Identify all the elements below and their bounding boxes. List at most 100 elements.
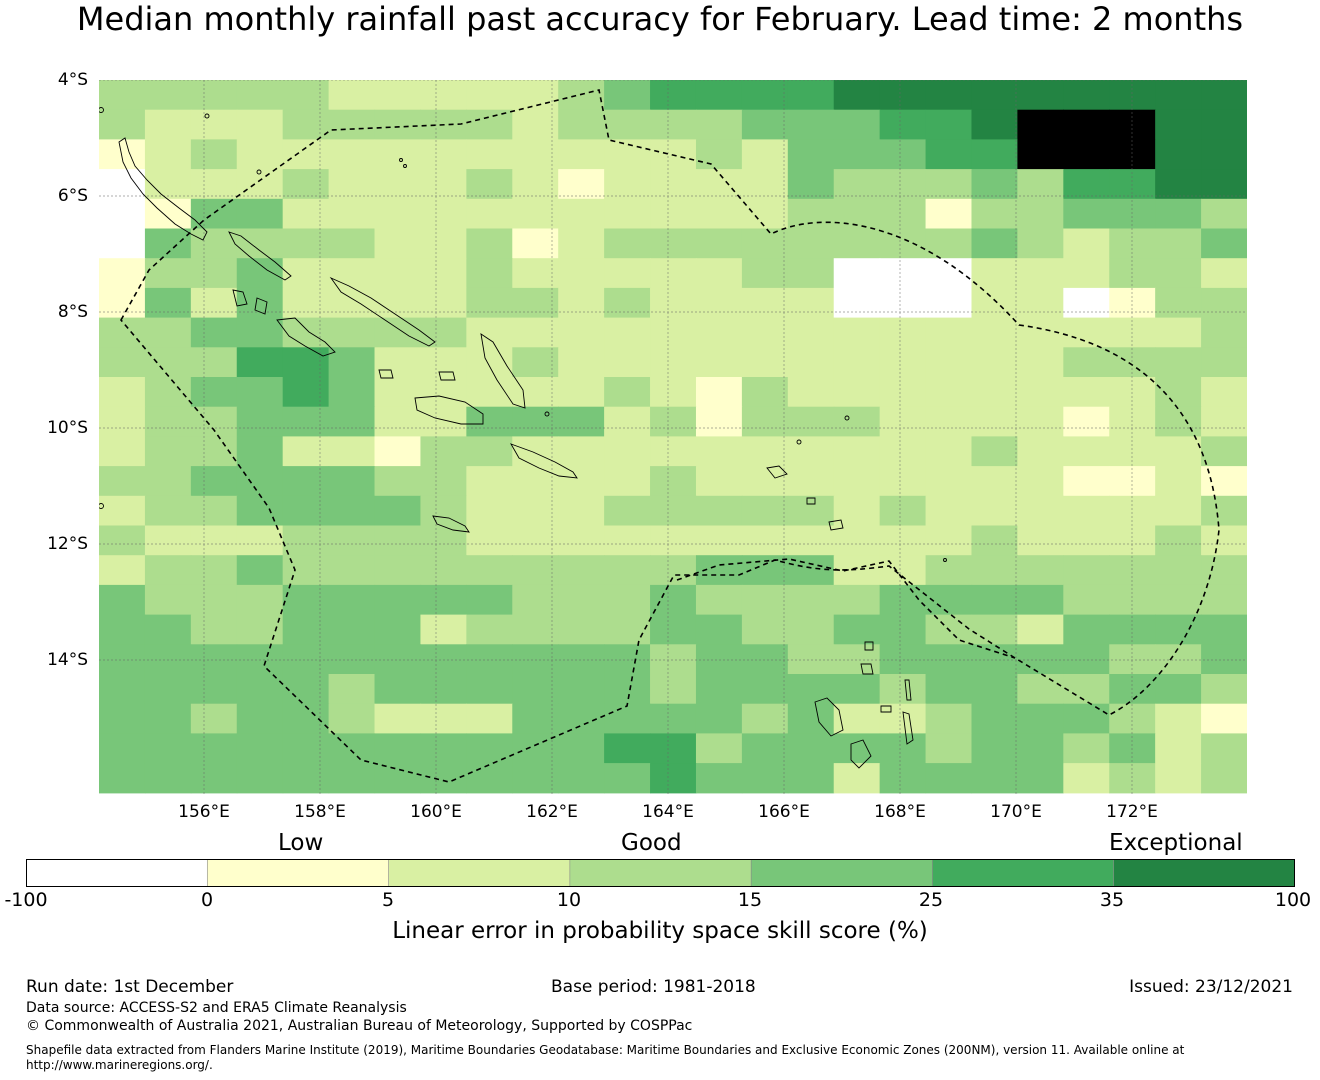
grid-cell bbox=[971, 317, 1018, 348]
espiritu-santo-island bbox=[814, 697, 844, 737]
grid-cell bbox=[144, 703, 192, 734]
grid-cell bbox=[971, 555, 1018, 586]
grid-cell bbox=[879, 347, 927, 378]
grid-cell bbox=[144, 525, 192, 556]
grid-cell bbox=[374, 466, 422, 497]
grid-cell bbox=[144, 109, 192, 140]
grid-cell bbox=[558, 109, 605, 140]
grid-cell bbox=[558, 80, 605, 111]
grid-cell bbox=[1201, 733, 1247, 764]
grid-cell bbox=[833, 555, 881, 586]
grid-cell bbox=[144, 584, 192, 616]
grid-cell bbox=[328, 674, 376, 705]
grid-cell bbox=[190, 198, 238, 230]
grid-cell bbox=[1109, 733, 1156, 764]
grid-cell bbox=[650, 436, 697, 467]
grid-cell bbox=[1063, 733, 1110, 764]
grid-cell bbox=[512, 406, 559, 437]
grid-cell bbox=[558, 377, 605, 408]
grid-cell bbox=[328, 763, 376, 794]
grid-cell bbox=[558, 466, 605, 497]
ambae-island bbox=[880, 705, 892, 713]
grid-cell bbox=[1109, 109, 1156, 140]
grid-cell bbox=[787, 198, 835, 230]
grid-cell bbox=[650, 169, 697, 200]
grid-cell bbox=[190, 584, 238, 616]
grid-cell bbox=[144, 317, 192, 348]
grid-cell bbox=[328, 317, 376, 348]
grid-cell bbox=[374, 228, 422, 259]
grid-cell bbox=[374, 287, 422, 319]
grid-cell bbox=[925, 466, 973, 497]
grid-cell bbox=[833, 436, 881, 467]
grid-cell bbox=[99, 169, 146, 200]
grid-cell bbox=[1063, 525, 1110, 556]
grid-cell bbox=[925, 703, 973, 734]
grid-cell bbox=[420, 406, 467, 437]
grid-cell bbox=[144, 169, 192, 200]
grid-cell bbox=[650, 525, 697, 556]
grid-cell bbox=[1155, 406, 1202, 437]
grid-cell bbox=[328, 139, 376, 170]
grid-cell bbox=[1017, 258, 1064, 289]
grid-cell bbox=[1017, 614, 1064, 645]
grid-cell bbox=[558, 347, 605, 378]
grid-cell bbox=[1063, 436, 1110, 467]
colorbar-swatch bbox=[932, 859, 1115, 887]
grid-cell bbox=[420, 258, 467, 289]
grid-cell bbox=[190, 109, 238, 140]
grid-cell bbox=[695, 139, 743, 170]
grid-cell bbox=[236, 644, 284, 675]
grid-cell bbox=[420, 139, 467, 170]
grid-cell bbox=[99, 377, 146, 408]
grid-cell bbox=[512, 436, 559, 467]
grid-cell bbox=[971, 169, 1018, 200]
category-low: Low bbox=[278, 830, 324, 856]
grid-cell bbox=[1109, 466, 1156, 497]
grid-cell bbox=[650, 466, 697, 497]
grid-cell bbox=[1109, 169, 1156, 200]
grid-cell bbox=[558, 733, 605, 764]
grid-cell bbox=[1063, 763, 1110, 794]
grid-cell bbox=[971, 198, 1018, 230]
grid-cell bbox=[466, 198, 513, 230]
grid-cell bbox=[236, 555, 284, 586]
grid-cell bbox=[190, 555, 238, 586]
grid-cell bbox=[1063, 198, 1110, 230]
grid-cell bbox=[925, 198, 973, 230]
grid-cell bbox=[282, 317, 330, 348]
grid-cell bbox=[787, 525, 835, 556]
grid-cell bbox=[1017, 525, 1064, 556]
grid-cell bbox=[328, 733, 376, 764]
grid-cell bbox=[282, 466, 330, 497]
grid-cell bbox=[1017, 377, 1064, 408]
grid-cell bbox=[282, 228, 330, 259]
grid-cell bbox=[1017, 169, 1064, 200]
grid-cell bbox=[879, 139, 927, 170]
coastlines bbox=[99, 107, 947, 769]
grid-cell bbox=[236, 674, 284, 705]
grid-cell bbox=[971, 347, 1018, 378]
grid-cell bbox=[604, 287, 651, 319]
grid-cell bbox=[144, 644, 192, 675]
grid-cell bbox=[1109, 139, 1156, 170]
colorbar-swatch bbox=[206, 859, 390, 887]
grid-cell bbox=[971, 495, 1018, 527]
grid-cell bbox=[420, 703, 467, 734]
grid-cell bbox=[558, 228, 605, 259]
grid-cell bbox=[99, 80, 146, 111]
rennell-island bbox=[432, 515, 470, 533]
grid-cell bbox=[144, 733, 192, 764]
lon-label: 166°E bbox=[758, 802, 810, 822]
grid-cell bbox=[787, 436, 835, 467]
grid-cell bbox=[787, 584, 835, 616]
grid-cell bbox=[190, 614, 238, 645]
grid-cell bbox=[328, 436, 376, 467]
grid-cell bbox=[604, 703, 651, 734]
grid-cell bbox=[190, 317, 238, 348]
grid-cell bbox=[1109, 644, 1156, 675]
lon-label: 156°E bbox=[178, 802, 230, 822]
grid-cell bbox=[1155, 198, 1202, 230]
grid-cell bbox=[650, 674, 697, 705]
grid-cell bbox=[466, 287, 513, 319]
